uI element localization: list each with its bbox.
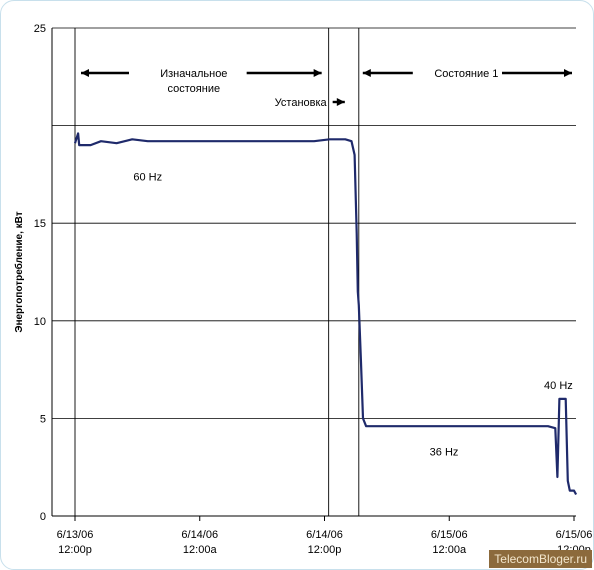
x-tick-label-date-1: 6/14/06 — [181, 529, 218, 541]
annotation-state1: Состояние 1 — [434, 68, 498, 80]
x-tick-label-date-2: 6/14/06 — [306, 529, 343, 541]
x-tick-label-date-4: 6/15/06 — [556, 529, 593, 541]
x-tick-label-time-2: 12:00p — [308, 544, 342, 556]
annotation-60hz: 60 Hz — [133, 171, 162, 183]
annotation-36hz: 36 Hz — [430, 446, 459, 458]
annotation-initial-line1: Изначальное — [160, 68, 227, 80]
watermark: TelecomBloger.ru — [489, 550, 592, 568]
series-line-0 — [73, 132, 578, 496]
y-tick-label-5: 5 — [40, 413, 46, 425]
x-tick-label-time-0: 12:00p — [58, 544, 92, 556]
x-tick-label-time-3: 12:00a — [432, 544, 467, 556]
state1-arrow-right-head-right — [564, 69, 572, 77]
state1-arrow-left-head-left — [362, 69, 371, 77]
install-arrow-head-right — [336, 98, 345, 106]
annotation-initial-line2: состояние — [168, 83, 221, 95]
y-tick-label-15: 15 — [34, 218, 46, 230]
annotation-40hz: 40 Hz — [544, 380, 573, 392]
x-tick-label-date-0: 6/13/06 — [57, 529, 94, 541]
y-tick-label-10: 10 — [34, 316, 46, 328]
y-tick-label-0: 0 — [40, 511, 46, 523]
y-axis-label: Энергопотребление, кВт — [13, 211, 25, 332]
annotation-install: Установка — [275, 97, 328, 109]
x-tick-label-time-1: 12:00a — [183, 544, 218, 556]
y-tick-label-25: 25 — [34, 23, 46, 35]
x-tick-label-date-3: 6/15/06 — [431, 529, 468, 541]
initial-arrow-right-head-right — [313, 69, 322, 77]
initial-arrow-left-head-left — [81, 69, 89, 77]
